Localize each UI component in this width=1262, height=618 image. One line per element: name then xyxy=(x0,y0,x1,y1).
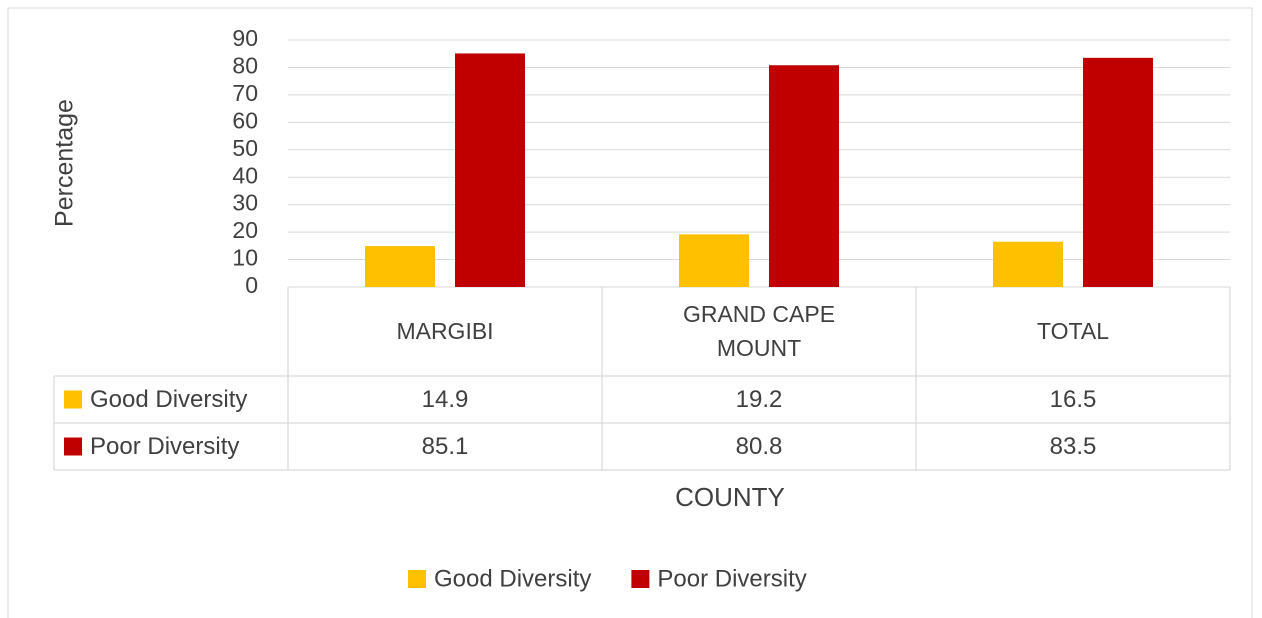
chart-frame xyxy=(7,7,1253,618)
table-legend-swatch xyxy=(64,437,82,456)
y-tick-label: 10 xyxy=(232,245,258,271)
category-cell: MARGIBI xyxy=(396,317,494,344)
x-axis-title: COUNTY xyxy=(675,482,785,512)
table-value: 14.9 xyxy=(422,386,469,413)
x-tick-label: MARGIBI xyxy=(396,317,494,344)
table-value: 19.2 xyxy=(736,386,783,413)
bar xyxy=(1083,57,1153,287)
table-legend-swatch xyxy=(64,390,82,409)
y-tick-label: 80 xyxy=(232,53,258,79)
legend-swatch xyxy=(631,570,650,588)
x-tick-label: GRAND CAPE MOUNT xyxy=(682,301,836,361)
table-value: 80.8 xyxy=(736,433,783,460)
table-value: 16.5 xyxy=(1050,386,1097,413)
bar xyxy=(993,241,1063,287)
legend-label: Poor Diversity xyxy=(657,565,806,592)
category-cell: GRAND CAPE MOUNT xyxy=(682,301,836,361)
y-tick-label: 40 xyxy=(232,162,258,188)
y-tick-label: 60 xyxy=(232,107,258,133)
bar xyxy=(365,246,435,287)
bar xyxy=(455,53,525,287)
legend-label: Good Diversity xyxy=(434,565,591,592)
table-value: 83.5 xyxy=(1050,433,1097,460)
y-tick-label: 70 xyxy=(232,80,258,106)
table-row-label: Good Diversity xyxy=(90,386,247,413)
legend-swatch xyxy=(408,570,426,588)
bar xyxy=(679,234,749,287)
bar xyxy=(769,65,839,287)
y-tick-label: 0 xyxy=(245,272,258,298)
y-tick-label: 90 xyxy=(232,25,258,51)
y-tick-label: 50 xyxy=(232,135,258,161)
y-axis-title: Percentage xyxy=(51,99,79,227)
table-row-label: Poor Diversity xyxy=(90,433,239,460)
category-cell: TOTAL xyxy=(1037,317,1109,344)
table-value: 85.1 xyxy=(422,433,469,460)
y-tick-label: 30 xyxy=(232,190,258,216)
x-tick-label: TOTAL xyxy=(1037,317,1109,344)
y-tick-label: 20 xyxy=(232,217,258,243)
